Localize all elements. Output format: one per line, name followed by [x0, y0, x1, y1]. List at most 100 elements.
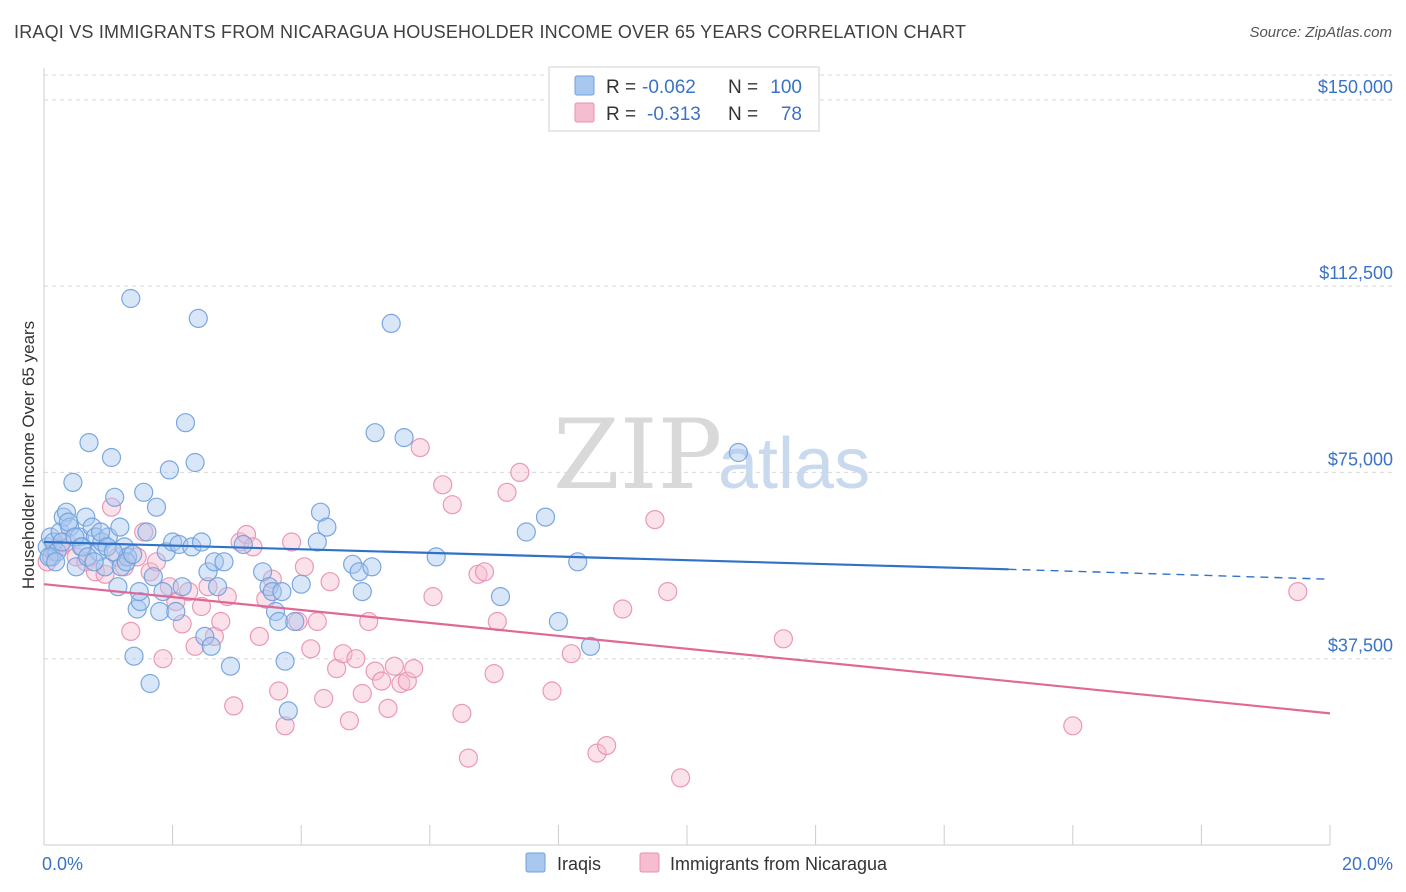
iraqi-point — [97, 537, 117, 557]
nicaragua-point — [224, 696, 244, 716]
iraqi-point — [150, 601, 170, 622]
iraqi-point — [76, 507, 96, 527]
nicaragua-point — [320, 572, 340, 592]
correlation-legend: R = -0.062 N = 100 R = -0.313 N = 78 — [548, 66, 820, 132]
iraqi-point — [291, 574, 311, 594]
iraqi-point — [39, 547, 59, 567]
iraqi-point — [129, 581, 149, 602]
iraqi-point — [214, 552, 234, 572]
iraqi-point — [220, 656, 241, 676]
nicaragua-point — [484, 663, 504, 684]
nicaragua-point — [384, 656, 404, 676]
nicaragua-point — [423, 586, 443, 607]
iraqi-point — [394, 428, 414, 448]
nicaragua-point — [146, 552, 167, 572]
nicaragua-point — [249, 626, 269, 647]
iraqi-point — [317, 517, 337, 537]
x-tick-label-max: 20.0% — [1342, 854, 1393, 874]
nicaragua-point — [561, 644, 581, 664]
nicaragua-point — [658, 581, 678, 602]
iraqi-point — [278, 701, 298, 721]
iraqi-point — [490, 586, 511, 607]
nicaragua-point — [497, 482, 517, 502]
iraqi-point — [137, 522, 157, 542]
nicaragua-point — [365, 661, 385, 681]
iraqi-point — [153, 581, 173, 602]
chart-source: Source: ZipAtlas.com — [1249, 24, 1392, 41]
nicaragua-point — [314, 688, 334, 709]
legend-n-value-2: 78 — [781, 104, 802, 125]
iraqi-point — [101, 447, 122, 468]
iraqi-point — [130, 591, 150, 612]
nicaragua-point — [452, 703, 472, 724]
iraqi-point — [124, 646, 144, 666]
y-tick-label: $37,500 — [1328, 636, 1393, 656]
nicaragua-trend-line — [43, 583, 1331, 715]
series-legend: Iraqis Immigrants from Nicaragua — [525, 852, 888, 874]
nicaragua-point — [433, 475, 453, 495]
nicaragua-point — [191, 596, 212, 617]
nicaragua-point — [410, 438, 430, 458]
iraqi-point — [110, 517, 130, 537]
iraqi-point — [568, 552, 588, 572]
iraqi-point — [426, 547, 446, 567]
iraqi-point — [166, 601, 186, 622]
iraqi-point — [352, 581, 372, 602]
series-iraqi-points — [37, 288, 749, 721]
gridlines — [44, 74, 1395, 660]
axes — [43, 68, 1331, 846]
watermark-atlas: atlas — [718, 424, 870, 504]
iraqi-point — [208, 577, 228, 597]
nicaragua-point — [185, 636, 205, 656]
nicaragua-point — [442, 495, 462, 515]
iraqi-point — [65, 527, 85, 547]
legend-swatch-nicaragua — [574, 102, 595, 123]
iraqi-point — [146, 497, 167, 517]
nicaragua-point — [346, 649, 366, 669]
iraqi-trend-extension — [1008, 568, 1331, 580]
iraqi-point — [535, 507, 556, 527]
iraqi-point — [63, 472, 83, 492]
iraqi-point — [185, 452, 205, 473]
iraqi-point — [95, 557, 115, 577]
iraqi-point — [307, 532, 327, 552]
watermark: ZIP atlas — [553, 399, 870, 511]
iraqi-point — [56, 502, 77, 522]
chart-title: IRAQI VS IMMIGRANTS FROM NICARAGUA HOUSE… — [14, 22, 967, 42]
nicaragua-point — [294, 557, 314, 577]
nicaragua-point — [510, 462, 530, 482]
y-tick-labels: $37,500 $75,000 $112,500 $150,000 — [1318, 77, 1393, 656]
iraqi-point — [275, 651, 295, 671]
bottom-legend-swatch-nicaragua — [639, 852, 660, 873]
iraqi-point — [343, 554, 363, 574]
y-tick-label: $112,500 — [1319, 263, 1393, 283]
nicaragua-point — [596, 735, 617, 756]
nicaragua-point — [487, 611, 507, 632]
y-axis-title: Householder Income Over 65 years — [19, 321, 38, 589]
iraqi-point — [143, 567, 163, 587]
iraqi-point — [188, 308, 208, 328]
iraqi-point — [272, 581, 292, 602]
nicaragua-point — [352, 683, 372, 704]
iraqi-point — [349, 562, 369, 582]
iraqi-point — [201, 636, 221, 656]
iraqi-point — [140, 673, 160, 694]
iraqi-trend-line — [43, 540, 1009, 571]
nicaragua-point — [378, 698, 398, 719]
nicaragua-point — [587, 743, 607, 763]
nicaragua-point — [282, 532, 302, 552]
nicaragua-point — [269, 681, 289, 701]
nicaragua-point — [645, 509, 665, 530]
nicaragua-point — [542, 681, 562, 701]
bottom-legend-label-nicaragua: Immigrants from Nicaragua — [670, 854, 888, 874]
iraqi-point — [381, 313, 401, 333]
iraqi-point — [580, 636, 601, 656]
iraqi-point — [84, 552, 104, 572]
watermark-zip: ZIP — [553, 399, 722, 511]
y-tick-label: $75,000 — [1328, 449, 1393, 469]
legend-r-value-1: -0.062 — [642, 77, 696, 98]
legend-r-value-2: -0.313 — [647, 104, 701, 125]
iraqi-point — [159, 460, 179, 480]
legend-swatch-iraqi — [574, 75, 595, 96]
nicaragua-point — [179, 581, 199, 602]
